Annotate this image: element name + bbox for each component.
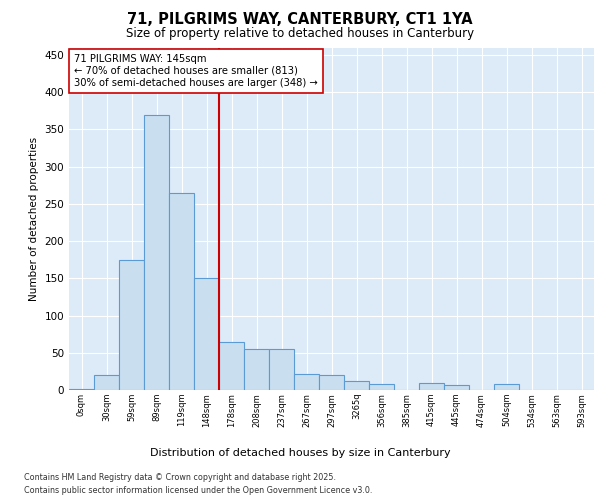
Text: Size of property relative to detached houses in Canterbury: Size of property relative to detached ho… (126, 28, 474, 40)
Bar (144, 114, 169, 390)
Bar (319, 375, 344, 390)
Bar (269, 349, 294, 390)
Bar (444, 385, 469, 390)
Bar (94, 375, 119, 390)
Bar (369, 384, 394, 390)
Text: Contains public sector information licensed under the Open Government Licence v3: Contains public sector information licen… (24, 486, 373, 495)
Text: Contains HM Land Registry data © Crown copyright and database right 2025.: Contains HM Land Registry data © Crown c… (24, 472, 336, 482)
Text: 71 PILGRIMS WAY: 145sqm
← 70% of detached houses are smaller (813)
30% of semi-d: 71 PILGRIMS WAY: 145sqm ← 70% of detache… (74, 54, 318, 88)
Bar (419, 382, 444, 390)
Bar (294, 374, 319, 390)
Bar (244, 349, 269, 390)
Y-axis label: Number of detached properties: Number of detached properties (29, 136, 39, 301)
Bar (169, 192, 194, 390)
Bar (494, 384, 519, 390)
Bar (119, 260, 144, 390)
Bar (194, 278, 219, 390)
Bar (69, 388, 94, 390)
Text: Distribution of detached houses by size in Canterbury: Distribution of detached houses by size … (149, 448, 451, 458)
Bar (344, 381, 369, 390)
Text: 71, PILGRIMS WAY, CANTERBURY, CT1 1YA: 71, PILGRIMS WAY, CANTERBURY, CT1 1YA (127, 12, 473, 28)
Bar (219, 342, 244, 390)
